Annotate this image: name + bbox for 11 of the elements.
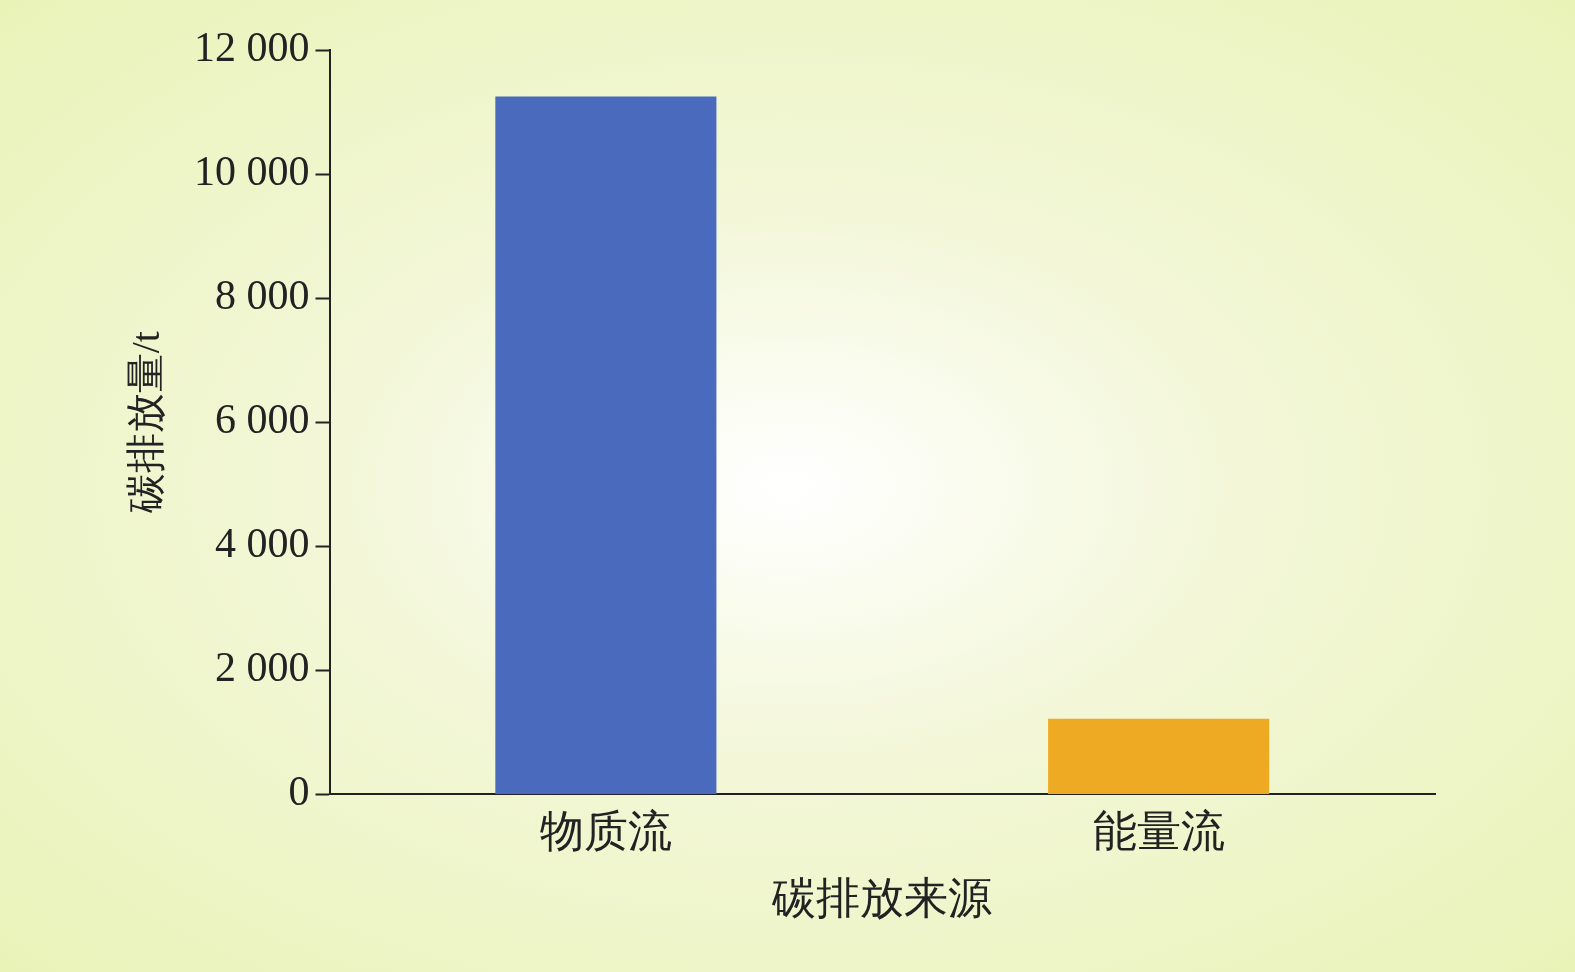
y-tick-label: 4 000	[215, 520, 310, 567]
y-axis-title: 碳排放量/t	[122, 331, 168, 515]
y-tick-label: 10 000	[194, 148, 310, 195]
y-tick-label: 2 000	[215, 644, 310, 691]
x-axis-title: 碳排放来源	[771, 874, 993, 924]
x-tick-label: 物质流	[539, 807, 672, 857]
y-tick-label: 0	[288, 768, 310, 815]
y-tick-label: 12 000	[194, 24, 310, 71]
y-tick-label: 8 000	[215, 272, 310, 319]
y-tick-label: 6 000	[215, 396, 310, 443]
x-tick-label: 能量流	[1092, 807, 1225, 857]
